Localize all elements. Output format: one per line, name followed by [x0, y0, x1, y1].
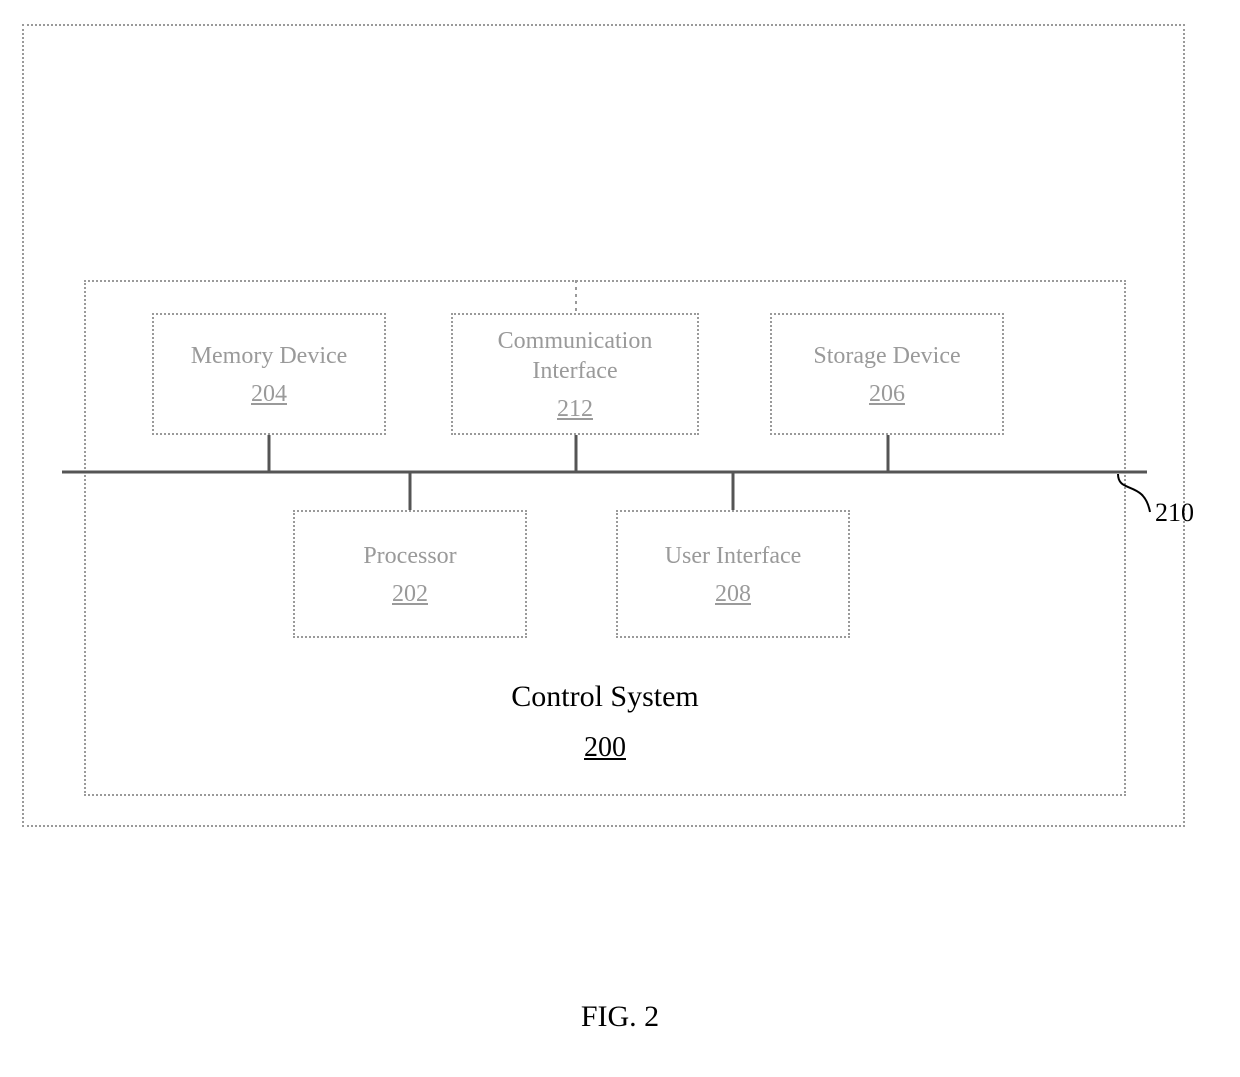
- control-system-ref: 200: [405, 732, 805, 764]
- bus-ref-label: 210: [1155, 498, 1194, 528]
- component-comm-label: Communication Interface: [461, 326, 689, 386]
- component-comm: Communication Interface 212: [451, 313, 699, 435]
- component-storage-label: Storage Device: [813, 341, 960, 371]
- component-proc: Processor 202: [293, 510, 527, 638]
- figure-canvas: Memory Device 204 Communication Interface 2…: [0, 0, 1240, 1077]
- component-storage-ref: 206: [869, 381, 905, 408]
- component-comm-ref: 212: [557, 396, 593, 423]
- control-system-title: Control System: [405, 680, 805, 714]
- component-ui-ref: 208: [715, 581, 751, 608]
- component-memory: Memory Device 204: [152, 313, 386, 435]
- component-memory-ref: 204: [251, 381, 287, 408]
- component-proc-label: Processor: [363, 541, 456, 571]
- component-storage: Storage Device 206: [770, 313, 1004, 435]
- control-system-label: Control System 200: [405, 680, 805, 764]
- component-ui: User Interface 208: [616, 510, 850, 638]
- figure-caption: FIG. 2: [0, 1000, 1240, 1034]
- component-proc-ref: 202: [392, 581, 428, 608]
- component-ui-label: User Interface: [665, 541, 802, 571]
- component-memory-label: Memory Device: [191, 341, 348, 371]
